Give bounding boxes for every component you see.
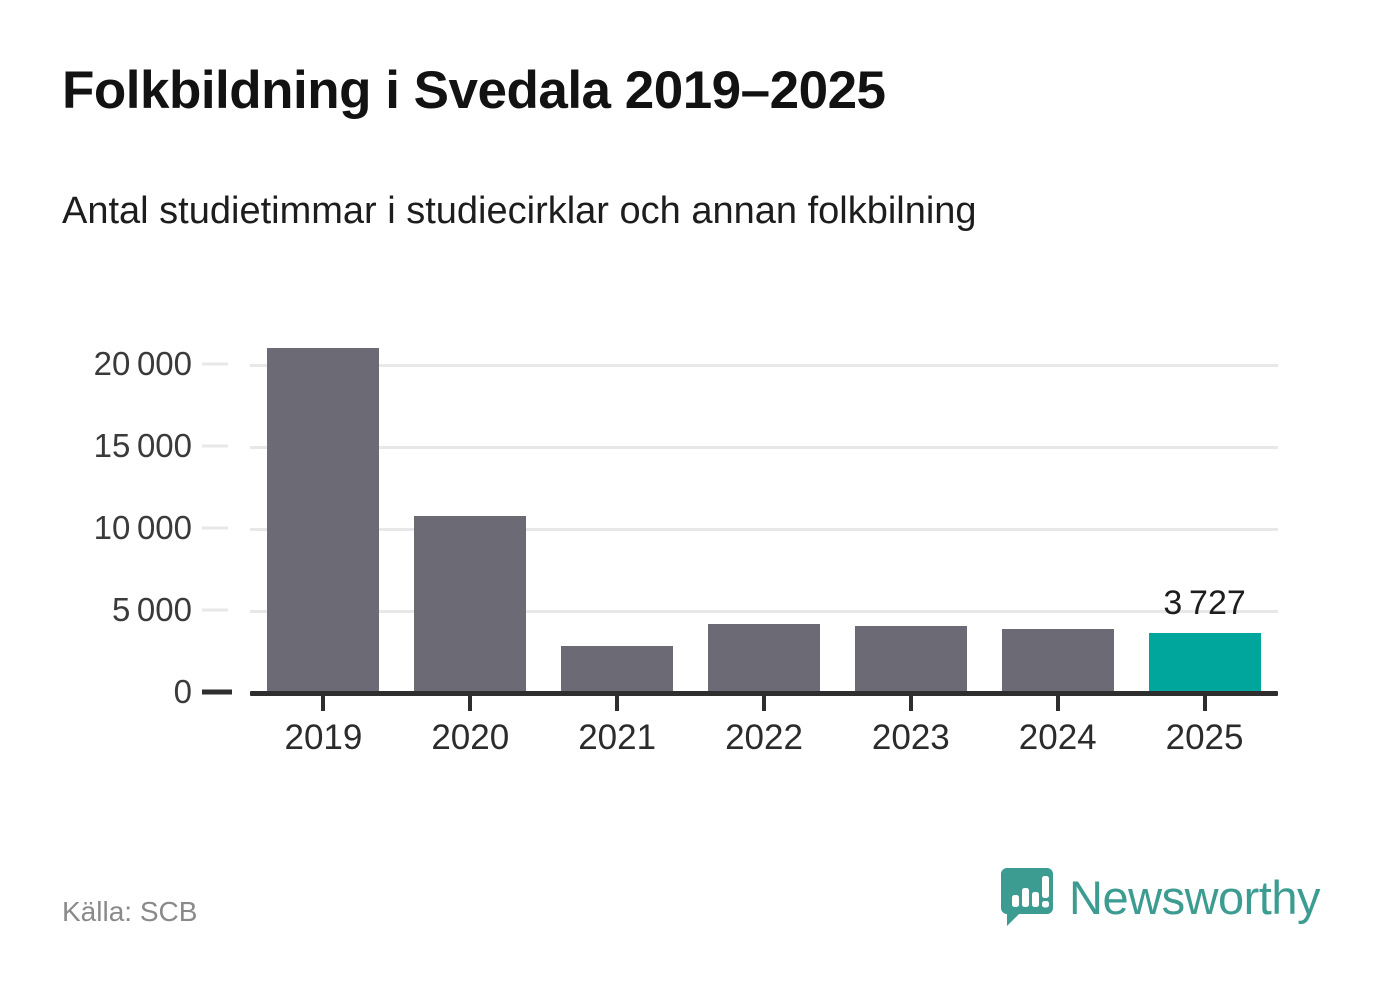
bar-group-2021[interactable]: [544, 340, 691, 694]
y-axis-tick-label: 15 000: [93, 427, 192, 464]
x-axis-ticks: [250, 696, 1278, 712]
bar-2022[interactable]: [707, 623, 820, 694]
x-axis-tick: [762, 696, 766, 711]
bar-2021[interactable]: [561, 645, 674, 694]
plot-area: 3 727: [250, 340, 1278, 696]
bar-group-2024[interactable]: [984, 340, 1131, 694]
x-axis-label-2020: 2020: [431, 718, 510, 757]
y-axis-tick: [202, 689, 232, 695]
bar-2019[interactable]: [267, 347, 380, 694]
logo-wordmark: Newsworthy: [1069, 870, 1320, 924]
y-axis-tick: [202, 526, 228, 530]
x-axis-label-2021: 2021: [578, 718, 657, 757]
x-axis-labels: 2019 2020 2021 2022 2023 2024 2025: [250, 718, 1278, 768]
y-axis: 0 5 000 10 000 15 000 20 000: [0, 340, 232, 710]
y-axis-tick-label: 10 000: [93, 509, 192, 546]
bar-2023[interactable]: [854, 625, 967, 694]
x-axis-tick: [1202, 696, 1207, 711]
bar-2024[interactable]: [1001, 629, 1114, 694]
x-axis-label-2023: 2023: [871, 718, 950, 757]
bar-group-2022[interactable]: [691, 340, 838, 694]
x-axis-label-2024: 2024: [1018, 718, 1097, 757]
bar-group-2023[interactable]: [837, 340, 984, 694]
y-axis-tick-label: 5 000: [111, 591, 192, 628]
y-axis-tick: [202, 362, 228, 366]
chart-subtitle: Antal studietimmar i studiecirklar och a…: [62, 190, 977, 232]
x-axis-tick: [1055, 696, 1060, 711]
x-axis-tick: [908, 696, 913, 711]
page-title: Folkbildning i Svedala 2019–2025: [62, 61, 886, 120]
bar-group-2025[interactable]: 3 727: [1131, 340, 1278, 694]
bar-group-2019[interactable]: [250, 340, 397, 694]
x-axis-tick: [468, 696, 473, 711]
bar-2020[interactable]: [414, 516, 527, 694]
bar-series: 3 727: [250, 340, 1278, 694]
x-axis-label-2019: 2019: [284, 718, 363, 757]
y-axis-tick: [202, 444, 228, 448]
y-axis-tick-label: 20 000: [93, 345, 192, 382]
y-axis-tick-label: 0: [173, 673, 192, 710]
x-axis-label-2022: 2022: [725, 718, 803, 757]
bar-2025[interactable]: [1148, 632, 1261, 694]
y-axis-tick: [202, 608, 228, 612]
x-axis-tick: [321, 696, 326, 711]
bar-group-2020[interactable]: [397, 340, 544, 694]
bar-value-label-2025: 3 727: [1163, 583, 1246, 622]
source-note: Källa: SCB: [62, 896, 198, 927]
speech-bubble-bar-chart-icon: [1001, 868, 1054, 926]
x-axis-line: [250, 691, 1278, 696]
x-axis-tick: [615, 696, 620, 711]
x-axis-label-2025: 2025: [1165, 718, 1244, 757]
newsworthy-logo: Newsworthy: [999, 866, 1320, 928]
